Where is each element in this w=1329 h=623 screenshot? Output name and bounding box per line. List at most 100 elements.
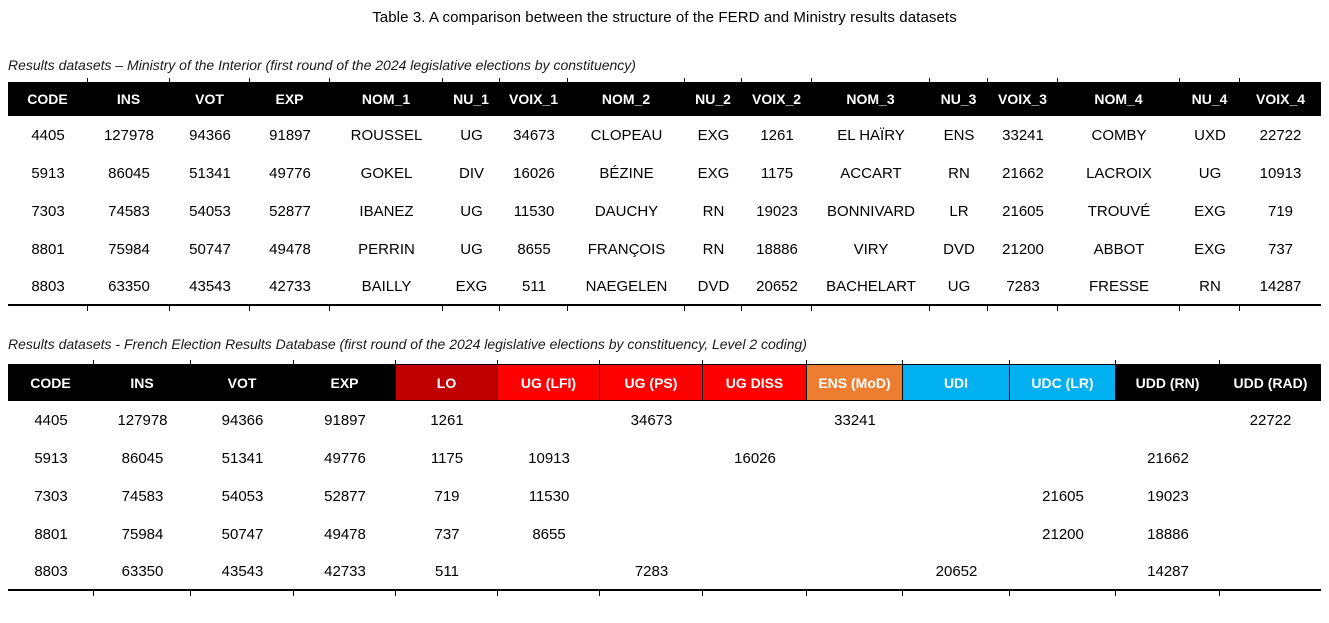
cell-udi [903, 515, 1010, 553]
column-header-vot: VOT [191, 360, 294, 405]
column-header-nom-1: NOM_1 [330, 78, 443, 120]
cell-nu-3: RN [930, 154, 988, 192]
cell-nu-4: EXG [1180, 192, 1240, 230]
cell-ens-mod: 33241 [807, 401, 903, 439]
cell-exp: 91897 [250, 116, 330, 154]
cell-voix-4: 14287 [1240, 268, 1321, 306]
cell-lo: 737 [396, 515, 498, 553]
cell-voix-2: 1175 [742, 154, 812, 192]
cell-code: 4405 [8, 116, 88, 154]
table-row: 7303 74583 54053 52877 719 11530 21605 19023 [8, 477, 1321, 515]
cell-nu-1: EXG [443, 268, 500, 311]
cell-ins: 75984 [88, 230, 170, 268]
cell-ug-ps [600, 477, 703, 515]
column-header-lo: LO [396, 360, 498, 405]
cell-voix-3: 21662 [988, 154, 1058, 192]
cell-ug-ps: 7283 [600, 553, 703, 596]
cell-udd-rn: 18886 [1116, 515, 1220, 553]
cell-nu-1: UG [443, 230, 500, 268]
cell-nu-1: UG [443, 192, 500, 230]
cell-exp: 42733 [250, 268, 330, 311]
cell-nom-1: ROUSSEL [330, 116, 443, 154]
cell-udd-rad [1220, 477, 1321, 515]
cell-nom-1: BAILLY [330, 268, 443, 311]
cell-nu-2: RN [685, 192, 742, 230]
table-row: 8801 75984 50747 49478 737 8655 21200 18886 [8, 515, 1321, 553]
cell-nom-2: BÉZINE [568, 154, 685, 192]
column-header-ins: INS [94, 360, 191, 405]
table-row: 7303 74583 54053 52877 IBANEZ UG 11530 DAUCHY RN… [8, 192, 1321, 230]
cell-voix-3: 7283 [988, 268, 1058, 311]
cell-nom-3: EL HAÏRY [812, 116, 930, 154]
column-header-nu-3: NU_3 [930, 78, 988, 120]
cell-exp: 49776 [294, 439, 396, 477]
cell-exp: 49478 [294, 515, 396, 553]
cell-ug-lfi [498, 553, 600, 596]
cell-nom-2: FRANÇOIS [568, 230, 685, 268]
cell-ins: 127978 [94, 401, 191, 439]
column-header-voix-1: VOIX_1 [500, 78, 568, 120]
cell-nom-4: LACROIX [1058, 154, 1180, 192]
cell-udd-rn [1116, 401, 1220, 439]
cell-ug-ps [600, 515, 703, 553]
cell-udi [903, 439, 1010, 477]
cell-nu-2: DVD [685, 268, 742, 311]
column-header-udi: UDI [903, 360, 1010, 405]
cell-nom-4: ABBOT [1058, 230, 1180, 268]
column-header-code: CODE [8, 78, 88, 120]
cell-lo: 1175 [396, 439, 498, 477]
cell-lo: 719 [396, 477, 498, 515]
column-header-ug-diss: UG DISS [703, 360, 807, 405]
cell-udd-rad [1220, 439, 1321, 477]
cell-udd-rad [1220, 515, 1321, 553]
column-header-exp: EXP [294, 360, 396, 405]
cell-ins: 127978 [88, 116, 170, 154]
cell-nu-1: DIV [443, 154, 500, 192]
cell-voix-3: 21605 [988, 192, 1058, 230]
cell-ins: 86045 [88, 154, 170, 192]
cell-udc-lr: 21200 [1010, 515, 1116, 553]
cell-vot: 94366 [170, 116, 250, 154]
cell-voix-4: 10913 [1240, 154, 1321, 192]
cell-voix-2: 19023 [742, 192, 812, 230]
cell-exp: 49776 [250, 154, 330, 192]
cell-ens-mod [807, 553, 903, 596]
cell-vot: 50747 [191, 515, 294, 553]
cell-exp: 49478 [250, 230, 330, 268]
cell-code: 4405 [8, 401, 94, 439]
cell-code: 8803 [8, 553, 94, 596]
cell-ins: 86045 [94, 439, 191, 477]
cell-nom-4: TROUVÉ [1058, 192, 1180, 230]
cell-voix-4: 719 [1240, 192, 1321, 230]
cell-vot: 51341 [191, 439, 294, 477]
table-row: 4405 127978 94366 91897 ROUSSEL UG 34673 CLOPEA… [8, 116, 1321, 154]
column-header-nu-1: NU_1 [443, 78, 500, 120]
cell-ug-diss: 16026 [703, 439, 807, 477]
cell-nu-2: RN [685, 230, 742, 268]
cell-udd-rad: 22722 [1220, 401, 1321, 439]
cell-nu-4: RN [1180, 268, 1240, 311]
ferd-table-caption: Results datasets - French Election Resul… [8, 336, 807, 352]
cell-nom-4: FRESSE [1058, 268, 1180, 311]
cell-udc-lr [1010, 401, 1116, 439]
column-header-udd-rn: UDD (RN) [1116, 360, 1220, 405]
table-row: 8801 75984 50747 49478 PERRIN UG 8655 FRANÇOIS R… [8, 230, 1321, 268]
cell-voix-1: 8655 [500, 230, 568, 268]
cell-nom-1: IBANEZ [330, 192, 443, 230]
cell-ins: 74583 [88, 192, 170, 230]
cell-vot: 43543 [191, 553, 294, 596]
column-header-ins: INS [88, 78, 170, 120]
column-header-udc-lr: UDC (LR) [1010, 360, 1116, 405]
cell-nom-3: ACCART [812, 154, 930, 192]
cell-nu-2: EXG [685, 116, 742, 154]
cell-voix-1: 16026 [500, 154, 568, 192]
cell-ens-mod [807, 439, 903, 477]
cell-code: 7303 [8, 477, 94, 515]
cell-ug-lfi: 11530 [498, 477, 600, 515]
column-header-ens-mod: ENS (MoD) [807, 360, 903, 405]
cell-nu-4: EXG [1180, 230, 1240, 268]
cell-ug-lfi: 8655 [498, 515, 600, 553]
column-header-voix-4: VOIX_4 [1240, 82, 1321, 116]
cell-lo: 1261 [396, 401, 498, 439]
cell-nom-2: CLOPEAU [568, 116, 685, 154]
